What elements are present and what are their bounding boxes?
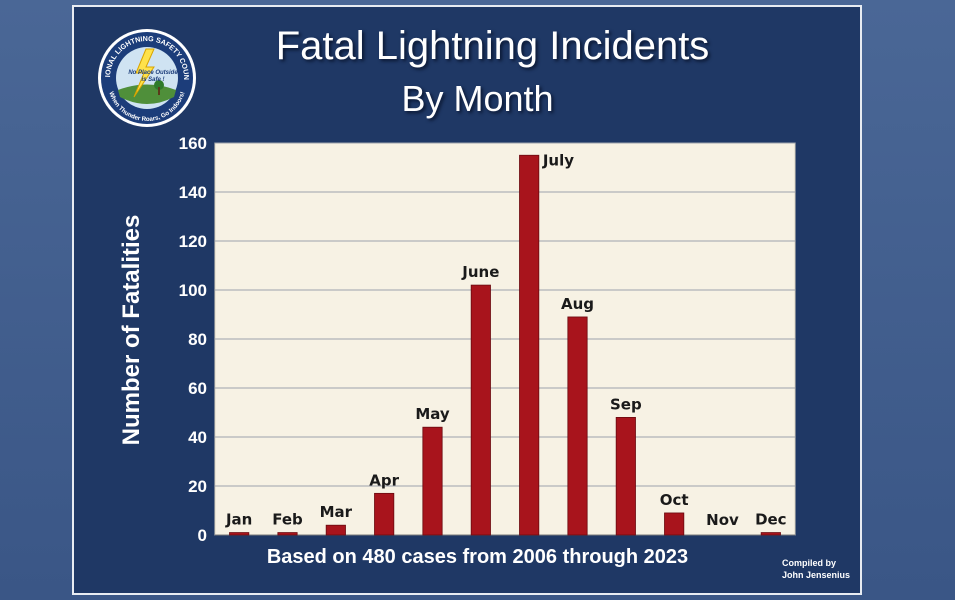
bar-jan bbox=[229, 532, 250, 536]
credit-line-1: Compiled by bbox=[782, 558, 837, 568]
bar-label-nov: Nov bbox=[706, 511, 739, 529]
nlsc-logo: NATIONAL LIGHTNING SAFETY COUNCIL When T… bbox=[96, 27, 196, 127]
bar-may bbox=[422, 426, 443, 536]
y-tick-label: 60 bbox=[188, 379, 207, 398]
bar-label-mar: Mar bbox=[320, 503, 353, 521]
bar-dec bbox=[760, 532, 781, 536]
y-tick-label: 80 bbox=[188, 330, 207, 349]
chart-title: Fatal Lightning Incidents bbox=[275, 24, 710, 68]
bar-label-june: June bbox=[461, 263, 499, 281]
chart-subtitle: By Month bbox=[401, 78, 554, 119]
bar-label-apr: Apr bbox=[369, 471, 399, 489]
y-tick-label: 100 bbox=[179, 281, 207, 300]
logo-center-line1: No Place Outside bbox=[128, 70, 178, 76]
y-tick-label: 20 bbox=[188, 477, 207, 496]
bar-oct bbox=[664, 512, 685, 536]
bar-feb bbox=[277, 532, 298, 536]
bar-label-may: May bbox=[415, 405, 450, 423]
bar-july bbox=[519, 154, 540, 536]
credit-line-2: John Jensenius bbox=[782, 570, 851, 580]
bar-label-july: July bbox=[542, 151, 574, 169]
bar-label-feb: Feb bbox=[272, 511, 303, 529]
bar-mar bbox=[325, 524, 346, 536]
y-tick-label: 140 bbox=[179, 183, 207, 202]
bar-label-aug: Aug bbox=[561, 295, 594, 313]
bar-june bbox=[470, 284, 491, 536]
y-tick-label: 40 bbox=[188, 428, 207, 447]
y-tick-label: 120 bbox=[179, 232, 207, 251]
credit: Compiled by John Jensenius bbox=[782, 557, 850, 581]
bar-label-jan: Jan bbox=[225, 511, 252, 529]
y-tick-label: 160 bbox=[179, 134, 207, 153]
logo-center-line2: is Safe ! bbox=[141, 77, 164, 83]
bar-label-oct: Oct bbox=[660, 491, 689, 509]
bar-label-dec: Dec bbox=[755, 511, 787, 529]
bar-apr bbox=[374, 492, 395, 536]
y-tick-label: 0 bbox=[198, 526, 207, 545]
bar-label-sep: Sep bbox=[610, 395, 642, 413]
footnote: Based on 480 cases from 2006 through 202… bbox=[266, 546, 689, 568]
bar-sep bbox=[615, 416, 636, 536]
bar-aug bbox=[567, 316, 588, 536]
